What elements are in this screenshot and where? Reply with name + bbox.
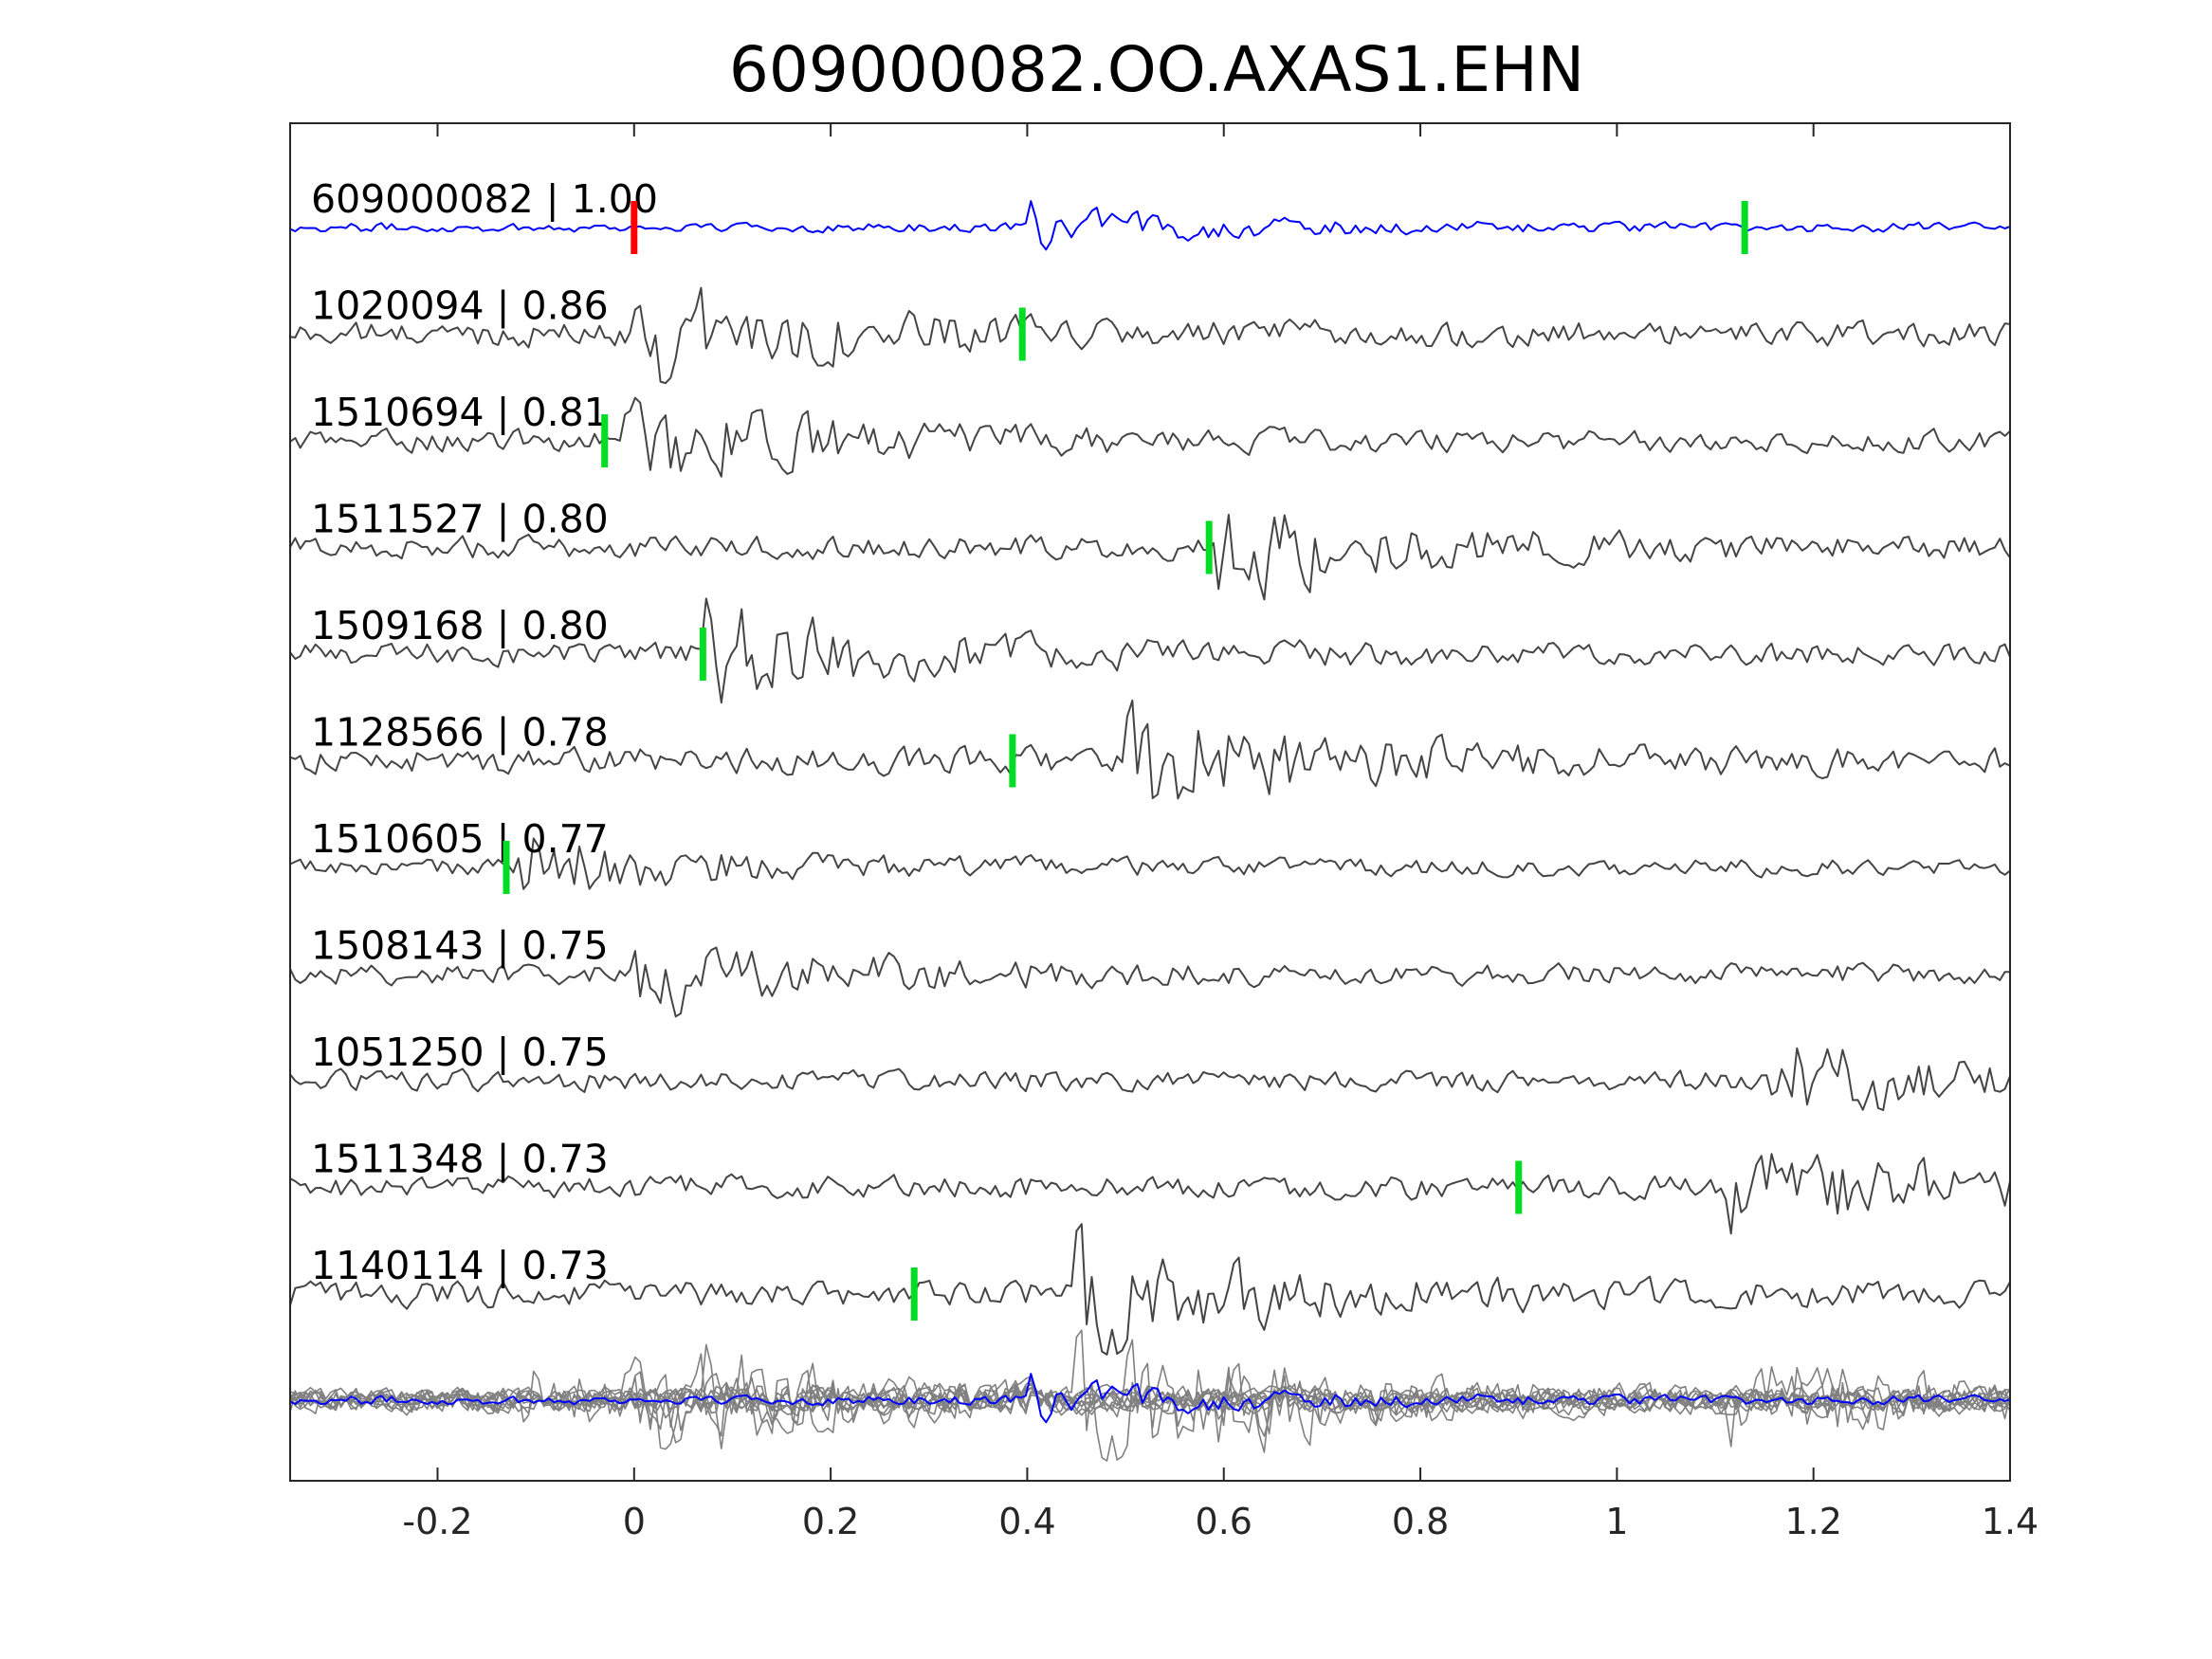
x-tick-label: 0.4 bbox=[998, 1501, 1055, 1542]
waveform-trace-1509168 bbox=[289, 597, 2011, 704]
x-axis: -0.2 0 0.2 0.4 0.6 0.8 1 1.2 1.4 bbox=[402, 123, 2038, 1542]
waveform-trace-1510605 bbox=[289, 837, 2011, 890]
x-tick-label: 1.4 bbox=[1982, 1501, 2038, 1542]
trace-labels-layer: 609000082 | 1.00 1020094 | 0.86 1510694 | … bbox=[311, 176, 658, 1288]
waveform-trace-1508143 bbox=[289, 946, 2010, 1018]
waveform-trace-1510694 bbox=[289, 396, 2011, 478]
x-tick-label: 0.8 bbox=[1392, 1501, 1449, 1542]
trace-label-1510694: 1510694 | 0.81 bbox=[311, 390, 609, 435]
x-tick-label: 0.2 bbox=[802, 1501, 859, 1542]
trace-label-1140114: 1140114 | 0.73 bbox=[311, 1243, 609, 1288]
waveform-trace-1511527 bbox=[289, 514, 2011, 601]
stack-trace-1128566 bbox=[289, 1339, 2011, 1439]
x-tick-label: -0.2 bbox=[402, 1501, 472, 1542]
plot-frame bbox=[289, 122, 2011, 1482]
trace-label-1511527: 1511527 | 0.80 bbox=[311, 497, 609, 542]
trace-label-1509168: 1509168 | 0.80 bbox=[311, 603, 609, 648]
trace-label-1511348: 1511348 | 0.73 bbox=[311, 1137, 609, 1182]
chart-title: 609000082.OO.AXAS1.EHN bbox=[729, 33, 1584, 106]
stack-overlay bbox=[289, 1329, 2011, 1462]
waveform-trace-1128566 bbox=[289, 699, 2011, 800]
x-tick-label: 0.6 bbox=[1196, 1501, 1252, 1542]
traces-layer bbox=[289, 200, 2011, 1356]
trace-label-1510605: 1510605 | 0.77 bbox=[311, 816, 609, 862]
trace-label-1051250: 1051250 | 0.75 bbox=[311, 1030, 609, 1075]
trace-label-1508143: 1508143 | 0.75 bbox=[311, 923, 609, 969]
waveform-trace-609000082 bbox=[289, 200, 2011, 251]
trace-label-1020094: 1020094 | 0.86 bbox=[311, 283, 609, 329]
waveform-trace-1020094 bbox=[289, 286, 2011, 385]
x-tick-label: 0 bbox=[623, 1501, 646, 1542]
waveform-trace-1511348 bbox=[289, 1153, 2011, 1235]
picks-layer bbox=[503, 201, 1748, 1321]
stack-trace-1140114 bbox=[289, 1329, 2011, 1462]
stack-trace-1511348 bbox=[289, 1366, 2011, 1448]
x-tick-label: 1 bbox=[1605, 1501, 1628, 1542]
stack-master-trace bbox=[289, 1373, 2011, 1424]
waveform-trace-1140114 bbox=[289, 1223, 2011, 1356]
trace-label-609000082: 609000082 | 1.00 bbox=[311, 176, 658, 222]
x-tick-label: 1.2 bbox=[1784, 1501, 1841, 1542]
waveform-trace-1051250 bbox=[289, 1047, 2011, 1111]
trace-label-1128566: 1128566 | 0.78 bbox=[311, 710, 609, 756]
